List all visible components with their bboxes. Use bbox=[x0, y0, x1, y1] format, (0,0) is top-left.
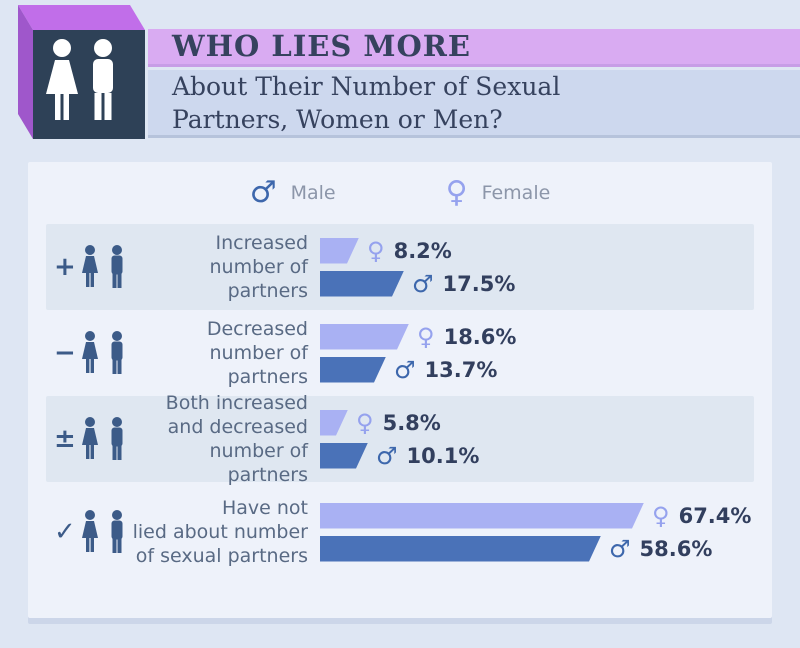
title-band: WHO LIES MORE bbox=[148, 29, 800, 67]
row-both-icon: ± bbox=[46, 417, 130, 461]
female-bar bbox=[320, 238, 359, 264]
row-decreased-label: Decreased number of partners bbox=[206, 318, 308, 388]
row-decreased: − Decreased number of partners ♀ bbox=[46, 310, 754, 396]
male-value: 10.1% bbox=[406, 443, 480, 468]
row-not-lied: ✓ Have not lied about number of sexual p… bbox=[46, 486, 754, 578]
chart-rows: + Increased number of partners ♀ bbox=[28, 224, 772, 578]
row-increased: + Increased number of partners ♀ bbox=[46, 224, 754, 310]
male-bar-line: ♂ 10.1% bbox=[320, 443, 754, 469]
female-value: 8.2% bbox=[393, 238, 452, 263]
legend-item-male: ♂ Male bbox=[250, 178, 336, 208]
male-bar-line: ♂ 17.5% bbox=[320, 271, 754, 297]
row-not-lied-label: Have not lied about number of sexual par… bbox=[132, 497, 308, 567]
female-bar-line: ♀ 5.8% bbox=[320, 410, 754, 436]
male-symbol-icon: ♂ bbox=[412, 269, 434, 298]
row-both-bars: ♀ 5.8% ♂ 10.1% bbox=[320, 410, 754, 469]
page-subtitle-line1: About Their Number of Sexual bbox=[172, 71, 561, 101]
male-symbol-icon: ♂ bbox=[394, 355, 416, 384]
row-increased-bars: ♀ 8.2% ♂ 17.5% bbox=[320, 238, 754, 297]
woman-icon bbox=[82, 331, 98, 373]
row-not-lied-icon: ✓ bbox=[46, 510, 130, 554]
male-female-restroom-icon bbox=[18, 5, 145, 139]
legend: ♂ Male ♀ Female bbox=[28, 162, 772, 224]
female-symbol-icon: ♀ bbox=[652, 501, 670, 530]
man-icon bbox=[111, 510, 123, 553]
female-bar bbox=[320, 503, 644, 529]
legend-item-female: ♀ Female bbox=[446, 178, 551, 208]
male-symbol-icon: ♂ bbox=[376, 441, 398, 470]
female-symbol-icon: ♀ bbox=[417, 322, 435, 351]
row-not-lied-bars: ♀ 67.4% ♂ 58.6% bbox=[320, 503, 754, 562]
row-decreased-bars: ♀ 18.6% ♂ 13.7% bbox=[320, 324, 754, 383]
male-bar-line: ♂ 58.6% bbox=[320, 536, 754, 562]
male-value: 58.6% bbox=[639, 536, 713, 561]
male-bar bbox=[320, 357, 386, 383]
page-subtitle-line2: Partners, Women or Men? bbox=[172, 104, 503, 134]
male-symbol-icon: ♂ bbox=[609, 534, 631, 563]
plus-minus-icon: ± bbox=[54, 424, 76, 454]
woman-icon bbox=[82, 245, 98, 287]
female-bar-line: ♀ 8.2% bbox=[320, 238, 754, 264]
logo-cube bbox=[8, 2, 148, 142]
legend-male-label: Male bbox=[290, 182, 336, 204]
man-icon bbox=[93, 39, 113, 120]
female-symbol-icon: ♀ bbox=[356, 408, 374, 437]
row-both: ± Both increased and decreased number of… bbox=[46, 392, 754, 486]
row-both-label: Both increased and decreased number of p… bbox=[165, 392, 308, 486]
male-value: 17.5% bbox=[442, 271, 516, 296]
male-bar-line: ♂ 13.7% bbox=[320, 357, 754, 383]
woman-icon bbox=[46, 39, 78, 120]
row-increased-icon: + bbox=[46, 245, 130, 289]
female-bar bbox=[320, 324, 409, 350]
female-bar-line: ♀ 18.6% bbox=[320, 324, 754, 350]
row-increased-label: Increased number of partners bbox=[209, 232, 308, 302]
plus-icon: + bbox=[54, 252, 76, 282]
subtitle-band: About Their Number of Sexual Partners, W… bbox=[148, 70, 800, 138]
man-icon bbox=[111, 417, 123, 460]
man-icon bbox=[111, 245, 123, 288]
female-symbol-icon: ♀ bbox=[445, 175, 468, 210]
minus-icon: − bbox=[54, 338, 76, 368]
man-icon bbox=[111, 331, 123, 374]
female-value: 18.6% bbox=[443, 324, 517, 349]
male-symbol-icon: ♂ bbox=[249, 175, 277, 210]
female-symbol-icon: ♀ bbox=[367, 236, 385, 265]
checkmark-icon: ✓ bbox=[54, 517, 76, 547]
page-title: WHO LIES MORE bbox=[172, 29, 471, 63]
woman-icon bbox=[82, 417, 98, 459]
male-bar bbox=[320, 271, 404, 297]
female-bar bbox=[320, 410, 348, 436]
male-bar bbox=[320, 443, 368, 469]
female-value: 5.8% bbox=[382, 410, 441, 435]
row-decreased-icon: − bbox=[46, 331, 130, 375]
legend-female-label: Female bbox=[481, 182, 551, 204]
female-value: 67.4% bbox=[678, 503, 752, 528]
woman-icon bbox=[82, 510, 98, 552]
male-bar bbox=[320, 536, 601, 562]
female-bar-line: ♀ 67.4% bbox=[320, 503, 754, 529]
chart-panel: ♂ Male ♀ Female + bbox=[28, 162, 772, 618]
male-value: 13.7% bbox=[424, 357, 498, 382]
